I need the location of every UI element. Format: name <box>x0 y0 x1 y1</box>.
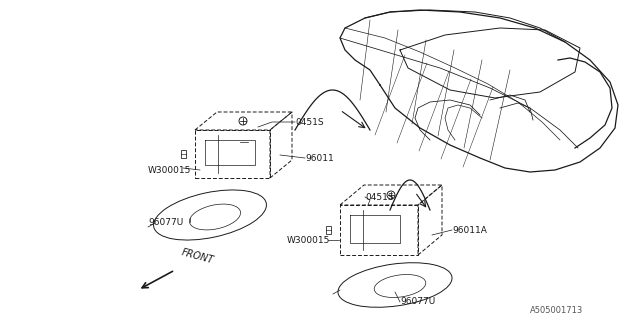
Text: A505001713: A505001713 <box>530 306 583 315</box>
Text: W300015: W300015 <box>148 165 191 174</box>
Bar <box>180 150 186 158</box>
Text: 96011A: 96011A <box>452 226 487 235</box>
Text: 0451S: 0451S <box>295 117 324 126</box>
Text: FRONT: FRONT <box>180 248 214 266</box>
Text: W300015: W300015 <box>287 236 330 244</box>
Text: 96077U: 96077U <box>148 218 183 227</box>
Text: 96077U: 96077U <box>400 298 435 307</box>
Text: 0451S: 0451S <box>365 193 394 202</box>
Text: 96011: 96011 <box>305 154 333 163</box>
Bar <box>326 226 330 234</box>
